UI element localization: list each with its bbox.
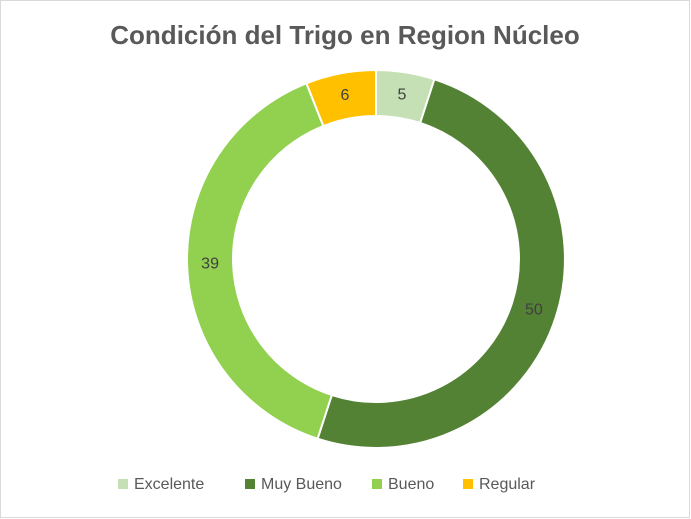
legend-swatch [463,479,473,489]
data-label: 6 [340,87,349,104]
legend-label: Bueno [388,476,434,493]
legend-label: Muy Bueno [261,476,342,493]
data-label: 39 [201,255,219,272]
data-label: 50 [525,302,543,319]
legend-label: Excelente [134,476,204,493]
legend-label: Regular [479,476,536,493]
donut-segment [316,77,566,449]
legend-swatch [372,479,382,489]
donut-segment [305,68,377,128]
data-label: 5 [398,86,407,103]
donut-segment [185,81,334,441]
legend-swatch [118,479,128,489]
chart-title: Condición del Trigo en Region Núcleo [110,20,579,50]
legend-swatch [245,479,255,489]
